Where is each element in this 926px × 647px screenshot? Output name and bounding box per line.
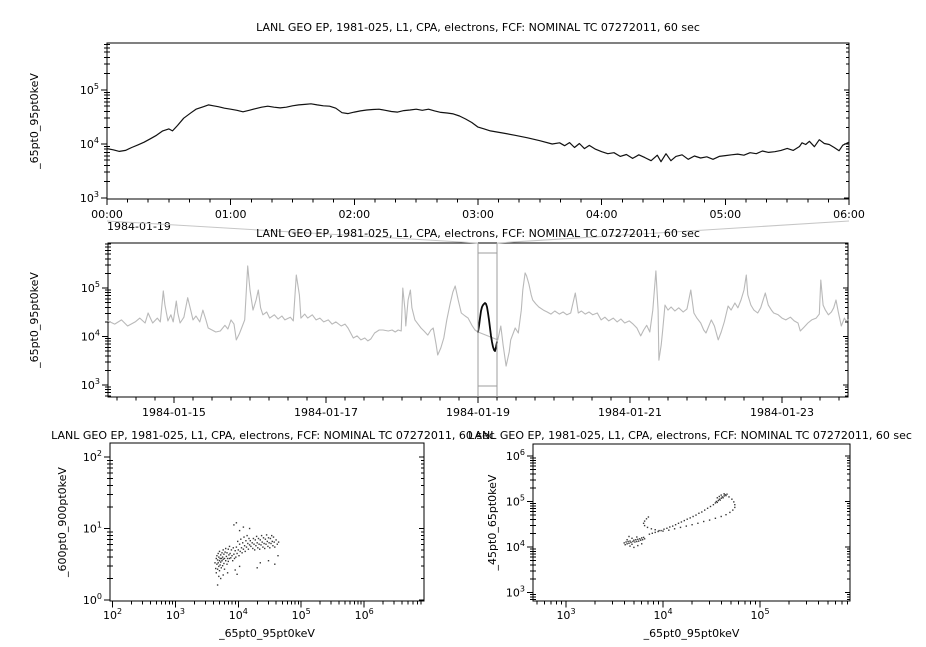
svg-text:1984-01-15: 1984-01-15 bbox=[142, 406, 206, 419]
svg-text:_65pt0_95pt0keV: _65pt0_95pt0keV bbox=[28, 73, 41, 170]
svg-text:06:00: 06:00 bbox=[833, 208, 865, 221]
svg-text:05:00: 05:00 bbox=[709, 208, 741, 221]
svg-text:106: 106 bbox=[506, 448, 525, 463]
context-panel: 103 104 105 _65pt0_95pt0keV 1984-01-15 1984-0… bbox=[28, 242, 849, 419]
svg-text:101: 101 bbox=[83, 520, 102, 535]
svg-text:01:00: 01:00 bbox=[215, 208, 247, 221]
scatter_left-axes bbox=[104, 442, 425, 608]
svg-text:1984-01-23: 1984-01-23 bbox=[750, 406, 814, 419]
svg-text:104: 104 bbox=[653, 607, 672, 622]
svg-text:103: 103 bbox=[80, 190, 99, 205]
svg-text:105: 105 bbox=[80, 82, 99, 97]
svg-text:103: 103 bbox=[166, 607, 185, 622]
scatter-left-title: LANL GEO EP, 1981-025, L1, CPA, electron… bbox=[51, 429, 495, 442]
svg-text:102: 102 bbox=[83, 449, 102, 464]
zoom-connector-overlay bbox=[106, 220, 850, 244]
svg-text:106: 106 bbox=[355, 607, 374, 622]
scatter_right-plot-area[interactable] bbox=[533, 444, 850, 601]
top-panel-title: LANL GEO EP, 1981-025, L1, CPA, electron… bbox=[256, 21, 700, 34]
svg-text:1984-01-17: 1984-01-17 bbox=[294, 406, 358, 419]
zoom-connector-lines bbox=[106, 220, 850, 244]
scatter_left-panel: 100 101 102 _600pt0_900pt0keV 102 103 104 105 10… bbox=[56, 442, 425, 640]
svg-text:04:00: 04:00 bbox=[586, 208, 618, 221]
svg-text:00:00: 00:00 bbox=[91, 208, 123, 221]
scatter-right-title: LANL GEO EP, 1981-025, L1, CPA, electron… bbox=[468, 429, 912, 442]
svg-text:105: 105 bbox=[750, 607, 769, 622]
context-series-highlight bbox=[477, 302, 498, 353]
context-axis-labels: 103 104 105 _65pt0_95pt0keV 1984-01-15 1984-0… bbox=[28, 272, 814, 419]
scatter_right-points bbox=[623, 493, 736, 549]
svg-text:1984-01-19: 1984-01-19 bbox=[107, 220, 171, 233]
svg-text:105: 105 bbox=[292, 607, 311, 622]
svg-text:105: 105 bbox=[81, 280, 100, 295]
svg-text:100: 100 bbox=[83, 592, 102, 607]
svg-text:104: 104 bbox=[80, 136, 99, 151]
svg-text:1984-01-19: 1984-01-19 bbox=[446, 406, 510, 419]
svg-text:_65pt0_95pt0keV: _65pt0_95pt0keV bbox=[218, 627, 315, 640]
svg-text:103: 103 bbox=[81, 377, 100, 392]
scatter_left-plot-area[interactable] bbox=[110, 443, 424, 601]
svg-text:_45pt0_65pt0keV: _45pt0_65pt0keV bbox=[486, 474, 499, 571]
svg-text:104: 104 bbox=[81, 329, 100, 344]
svg-text:02:00: 02:00 bbox=[338, 208, 370, 221]
scatter_right-panel: 103 104 105 106 _45pt0_65pt0keV 103 104 105 _65p… bbox=[486, 443, 851, 640]
svg-text:_65pt0_95pt0keV: _65pt0_95pt0keV bbox=[643, 627, 740, 640]
top-axis-labels: 103 104 105 _65pt0_95pt0keV 00:00 01:00 02:00 0… bbox=[28, 73, 865, 233]
chart-panels: 103 104 105 _65pt0_95pt0keV 00:00 01:00 02:00 0… bbox=[28, 42, 865, 640]
svg-text:1984-01-21: 1984-01-21 bbox=[598, 406, 662, 419]
top-plot-area[interactable] bbox=[107, 43, 849, 199]
svg-text:102: 102 bbox=[103, 607, 122, 622]
svg-text:104: 104 bbox=[506, 539, 525, 554]
svg-text:103: 103 bbox=[556, 607, 575, 622]
top-axes bbox=[101, 42, 850, 205]
scatter_right-axes bbox=[527, 443, 851, 608]
svg-text:_65pt0_95pt0keV: _65pt0_95pt0keV bbox=[28, 272, 41, 369]
svg-text:_600pt0_900pt0keV: _600pt0_900pt0keV bbox=[56, 467, 69, 578]
svg-text:03:00: 03:00 bbox=[462, 208, 494, 221]
scatter_left-points bbox=[214, 522, 280, 586]
svg-text:103: 103 bbox=[506, 584, 525, 599]
top-series-line bbox=[106, 103, 850, 163]
context-selection-range[interactable] bbox=[477, 243, 498, 397]
svg-text:104: 104 bbox=[229, 607, 248, 622]
context-panel-title: LANL GEO EP, 1981-025, L1, CPA, electron… bbox=[256, 227, 700, 240]
top-panel: 103 104 105 _65pt0_95pt0keV 00:00 01:00 02:00 0… bbox=[28, 42, 865, 233]
svg-text:105: 105 bbox=[506, 493, 525, 508]
